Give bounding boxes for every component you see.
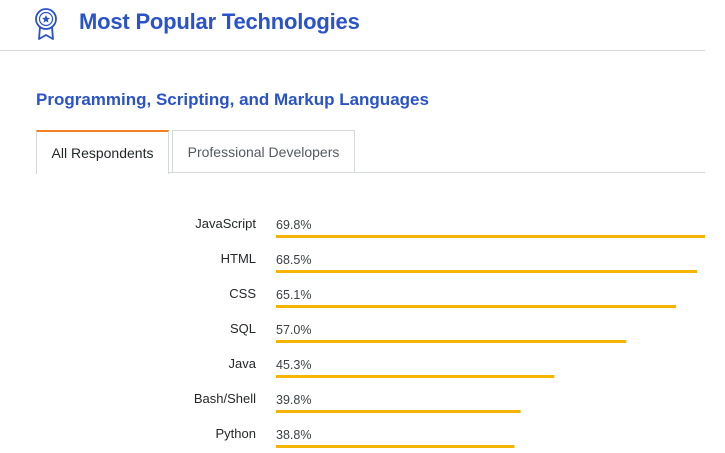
category-label-html: HTML xyxy=(221,251,256,266)
category-label-python: Python xyxy=(216,426,256,441)
bar-javascript xyxy=(276,235,705,238)
bar-sql xyxy=(276,340,627,343)
value-label-java: 45.3% xyxy=(276,358,311,372)
respondent-tabs: All Respondents Professional Developers xyxy=(0,130,705,174)
languages-bar-chart: JavaScript 69.8% HTML 68.5% CSS 65.1% SQL 57.0%… xyxy=(194,216,705,448)
value-label-css: 65.1% xyxy=(276,288,311,302)
value-label-html: 68.5% xyxy=(276,253,311,267)
value-label-sql: 57.0% xyxy=(276,323,311,337)
bar-python xyxy=(276,445,515,448)
category-label-css: CSS xyxy=(229,286,256,301)
tab-all-respondents[interactable]: All Respondents xyxy=(36,130,169,174)
bar-html xyxy=(276,270,698,273)
bar-css xyxy=(276,305,677,308)
value-label-javascript: 69.8% xyxy=(276,218,311,232)
page-title: Most Popular Technologies xyxy=(79,9,360,34)
section-title: Programming, Scripting, and Markup Langu… xyxy=(36,90,429,109)
award-ribbon-icon xyxy=(35,8,57,40)
category-label-bash-shell: Bash/Shell xyxy=(194,391,256,406)
tab-professional-developers[interactable]: Professional Developers xyxy=(172,130,355,172)
value-label-bash-shell: 39.8% xyxy=(276,393,311,407)
value-label-python: 38.8% xyxy=(276,428,311,442)
bar-java xyxy=(276,375,555,378)
category-label-java: Java xyxy=(229,356,257,371)
category-label-javascript: JavaScript xyxy=(195,216,256,231)
page-header: Most Popular Technologies xyxy=(0,0,705,51)
bar-bash-shell xyxy=(276,410,521,413)
tabs-divider xyxy=(36,172,705,173)
category-label-sql: SQL xyxy=(230,321,256,336)
